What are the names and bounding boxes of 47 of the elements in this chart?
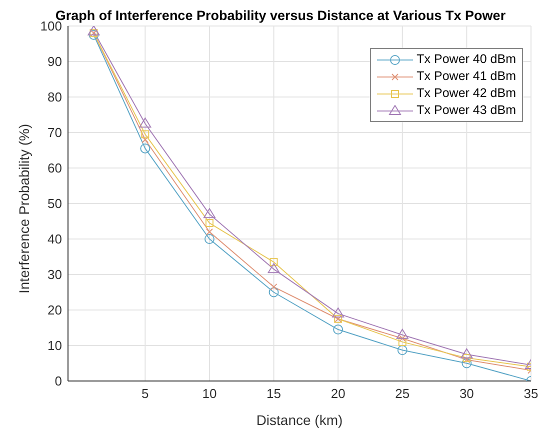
y-tick-label: 50 bbox=[48, 196, 62, 212]
point bbox=[203, 208, 216, 218]
point bbox=[268, 287, 279, 298]
y-axis-title: Interference Probability (%) bbox=[16, 124, 32, 294]
legend-label: Tx Power 41 dBm bbox=[416, 69, 516, 83]
x-tick-label: 30 bbox=[459, 386, 474, 402]
point bbox=[141, 130, 150, 138]
x-tick-label: 25 bbox=[395, 386, 410, 402]
point bbox=[270, 258, 278, 266]
x-tick-label: 35 bbox=[524, 386, 538, 402]
point bbox=[333, 324, 344, 335]
y-tick-label: 90 bbox=[48, 54, 62, 70]
point bbox=[139, 118, 152, 128]
y-tick-label: 80 bbox=[48, 90, 62, 105]
x-tick-label: 5 bbox=[142, 386, 149, 402]
point bbox=[205, 219, 214, 228]
point bbox=[268, 263, 280, 274]
point bbox=[142, 136, 149, 144]
y-tick-label: 20 bbox=[48, 302, 62, 318]
y-tick-label: 60 bbox=[48, 160, 62, 176]
x-tick-label: 20 bbox=[330, 386, 346, 402]
point bbox=[88, 30, 99, 40]
point bbox=[206, 228, 213, 236]
point bbox=[140, 143, 150, 154]
point bbox=[396, 328, 408, 339]
point bbox=[463, 356, 470, 364]
point bbox=[397, 345, 408, 356]
point bbox=[270, 283, 278, 290]
point bbox=[332, 308, 344, 318]
y-tick-label: 0 bbox=[54, 374, 62, 389]
y-tick-label: 40 bbox=[48, 232, 62, 247]
point bbox=[88, 26, 100, 36]
x-tick-label: 15 bbox=[266, 386, 282, 402]
legend-label: Tx Power 40 dBm bbox=[416, 52, 516, 66]
legend-label: Tx Power 42 dBm bbox=[416, 86, 516, 100]
x-axis-title: Distance (km) bbox=[256, 412, 343, 428]
point bbox=[398, 334, 406, 342]
chart-title: Graph of Interference Probability versus Distance at Various Tx Power bbox=[55, 8, 507, 23]
legend-label: Tx Power 43 dBm bbox=[416, 103, 516, 117]
point bbox=[462, 354, 471, 362]
y-tick-label: 70 bbox=[48, 125, 62, 140]
y-tick-label: 30 bbox=[48, 267, 62, 282]
point bbox=[460, 348, 473, 358]
y-tick-label: 10 bbox=[48, 338, 62, 354]
x-tick-label: 10 bbox=[202, 386, 217, 402]
point bbox=[204, 234, 214, 244]
point bbox=[462, 358, 472, 368]
